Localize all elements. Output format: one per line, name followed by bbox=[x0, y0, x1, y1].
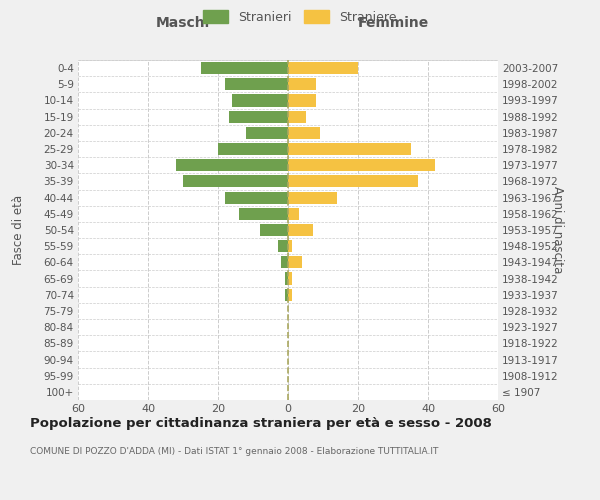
Bar bbox=[218, 143, 288, 155]
Text: Femmine: Femmine bbox=[358, 16, 428, 30]
Bar bbox=[239, 208, 288, 220]
Bar bbox=[232, 94, 288, 106]
Bar bbox=[288, 176, 418, 188]
Bar bbox=[260, 224, 288, 236]
Bar bbox=[284, 272, 288, 284]
Bar bbox=[288, 272, 292, 284]
Bar bbox=[229, 110, 288, 122]
Bar bbox=[288, 208, 299, 220]
Bar bbox=[288, 159, 435, 172]
Bar bbox=[288, 256, 302, 268]
Text: Popolazione per cittadinanza straniera per età e sesso - 2008: Popolazione per cittadinanza straniera p… bbox=[30, 418, 492, 430]
Bar bbox=[288, 127, 320, 139]
Bar bbox=[183, 176, 288, 188]
Bar bbox=[288, 94, 316, 106]
Bar bbox=[288, 288, 292, 301]
Bar bbox=[288, 78, 316, 90]
Bar bbox=[288, 240, 292, 252]
Bar bbox=[288, 224, 313, 236]
Bar bbox=[288, 62, 358, 74]
Bar bbox=[288, 110, 305, 122]
Bar bbox=[246, 127, 288, 139]
Bar bbox=[277, 240, 288, 252]
Bar bbox=[284, 288, 288, 301]
Bar bbox=[200, 62, 288, 74]
Bar bbox=[288, 192, 337, 203]
Text: Anni di nascita: Anni di nascita bbox=[551, 186, 565, 274]
Bar bbox=[176, 159, 288, 172]
Bar bbox=[281, 256, 288, 268]
Bar bbox=[225, 192, 288, 203]
Text: Maschi: Maschi bbox=[156, 16, 210, 30]
Legend: Stranieri, Straniere: Stranieri, Straniere bbox=[198, 5, 402, 28]
Text: Fasce di età: Fasce di età bbox=[11, 195, 25, 265]
Text: COMUNE DI POZZO D'ADDA (MI) - Dati ISTAT 1° gennaio 2008 - Elaborazione TUTTITAL: COMUNE DI POZZO D'ADDA (MI) - Dati ISTAT… bbox=[30, 448, 439, 456]
Bar bbox=[225, 78, 288, 90]
Bar bbox=[288, 143, 410, 155]
